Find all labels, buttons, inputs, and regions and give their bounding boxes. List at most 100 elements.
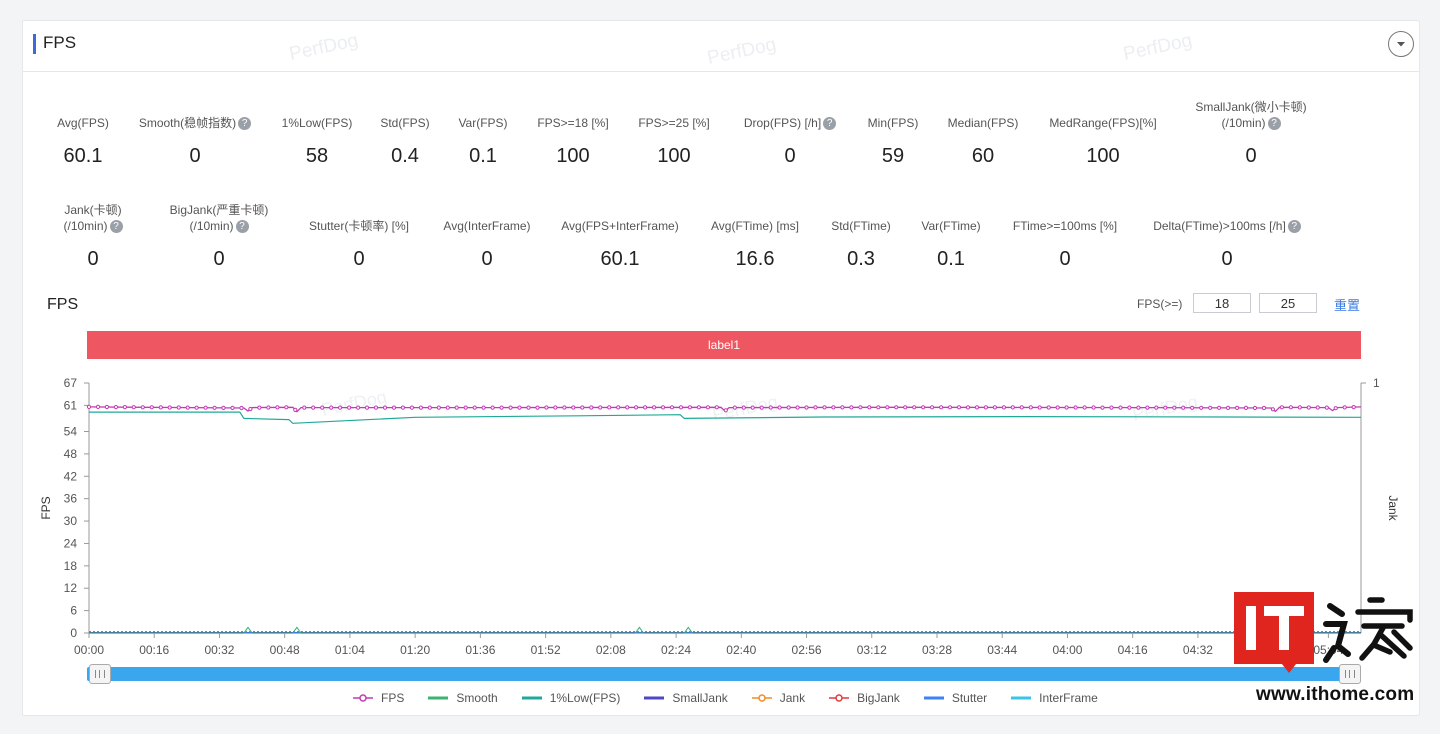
fps-threshold-input-1[interactable] [1193,293,1251,313]
slider-handle-right[interactable] [1339,664,1361,684]
legend-item-low1[interactable]: 1%Low(FPS) [521,691,620,705]
stat-label: Drop(FPS) [/h]? [700,115,880,131]
y-tick-label: 30 [64,514,78,528]
fps-point [1243,405,1249,411]
legend-item-fps[interactable]: FPS [353,691,404,705]
y-axis-label: FPS [39,496,53,519]
help-icon[interactable]: ? [235,220,249,234]
fps-threshold-label: FPS(>=) [1137,297,1183,311]
fps-point [266,405,271,410]
fps-point [876,405,881,410]
stat-value: 0 [481,248,493,270]
fps-point [544,405,549,410]
stat-value: 60 [971,145,995,167]
legend-item-interframe[interactable]: InterFrame [1011,691,1098,705]
fps-point [221,405,226,411]
stat-stats_row1-7: Drop(FPS) [/h]? 0 [700,115,880,168]
fps-point [777,405,782,410]
fps-point [140,405,145,410]
slider-handle-left[interactable] [89,664,111,684]
fps-point [508,405,513,410]
legend-item-smalljank[interactable]: SmallJank [644,691,728,705]
stat-label: MedRange(FPS)[%] [1049,116,1157,130]
x-tick-label: 02:24 [661,643,691,657]
stat-label: Std(FTime) [831,219,891,233]
fps-point [1028,405,1033,410]
legend-item-jank[interactable]: Jank [751,691,805,705]
panel-header: FPS [23,21,1419,72]
fps-point [1270,407,1276,412]
help-icon[interactable]: ? [1267,117,1281,131]
stat-label: FTime>=100ms [%] [1012,219,1118,233]
help-icon[interactable]: ? [238,117,252,131]
fps-point [732,405,737,410]
y2-tick-label: 1 [1373,376,1380,390]
fps-point [212,405,217,410]
stat-label-unit: (/10min)? [23,218,183,234]
stat-stats_row2-3: Avg(InterFrame) 0 [397,218,577,271]
fps-point [930,405,935,410]
stat-stats_row2-9: Delta(FTime)>100ms [/h]? 0 [1137,218,1317,271]
fps-point [1163,405,1168,410]
fps-point [167,405,172,410]
x-tick-label: 01:04 [335,643,365,657]
fps-point [104,404,110,410]
stat-value: 16.6 [735,248,775,270]
fps-point [391,405,397,410]
legend-item-bigjank[interactable]: BigJank [829,691,900,705]
x-tick-label: 03:44 [987,643,1017,657]
label-band[interactable]: label1 [87,331,1361,359]
stat-value: 0 [87,248,99,270]
help-icon[interactable]: ? [823,117,837,131]
fps-point [535,405,540,410]
stat-label: BigJank(严重卡顿) [169,203,269,217]
stat-stats_row1-5: FPS>=18 [%] 100 [483,115,663,168]
legend-item-smooth[interactable]: Smooth [428,691,498,705]
fps-point [1100,405,1105,410]
legend-marker-icon [829,694,850,702]
x-tick-label: 03:28 [922,643,952,657]
stat-label: Stutter(卡顿率) [%] [308,219,409,233]
fps-panel: FPS PerfDog PerfDog PerfDog Avg(FPS) 60.1… [22,20,1420,716]
stat-label: Std(FPS) [380,116,430,130]
stat-value: 0 [1221,248,1233,270]
fps-point [1261,405,1267,411]
stat-label: Min(FPS) [867,116,919,130]
help-icon[interactable]: ? [109,220,123,234]
fps-chart[interactable]: 0 6 12 18 24 30 36 42 48 54 61 67 1 FPS Jank 00:00 00:16… [23,361,1419,661]
reset-button[interactable]: 重置 [1334,298,1361,313]
y-tick-label: 61 [64,398,78,412]
stat-value: 0.4 [391,145,419,167]
collapse-toggle-button[interactable] [1388,31,1414,57]
stat-stats_row1-9: Median(FPS) 60 [893,115,1073,168]
fps-point [616,405,621,410]
y2-axis-label: Jank [1386,495,1400,521]
y-tick-label: 24 [64,536,78,550]
x-tick-label: 00:00 [74,643,104,657]
fps-point [158,405,163,410]
legend-item-stutter[interactable]: Stutter [923,691,987,705]
fps-point [400,405,405,410]
stat-stats_row2-2: Stutter(卡顿率) [%] 0 [269,218,449,271]
fps-point [956,405,962,410]
fps-threshold-input-2[interactable] [1259,293,1317,313]
fps-point [723,408,728,413]
stat-value: 58 [305,145,329,167]
fps-point [248,406,253,412]
time-range-slider[interactable] [87,667,1351,681]
help-icon[interactable]: ? [1287,220,1301,234]
fps-point [1019,405,1024,410]
fps-point [750,405,755,410]
fps-point [1351,405,1356,410]
fps-point [741,405,746,410]
x-tick-label: 00:16 [139,643,169,657]
stat-label: FPS>=18 [%] [537,116,609,130]
fps-point [1324,405,1329,410]
title-accent-bar [33,34,36,54]
fps-point [338,405,343,410]
fps-point [643,405,648,410]
fps-point [1136,405,1141,410]
series-smooth [89,626,1361,634]
fps-point [356,405,361,410]
stat-value: 100 [1086,145,1120,167]
